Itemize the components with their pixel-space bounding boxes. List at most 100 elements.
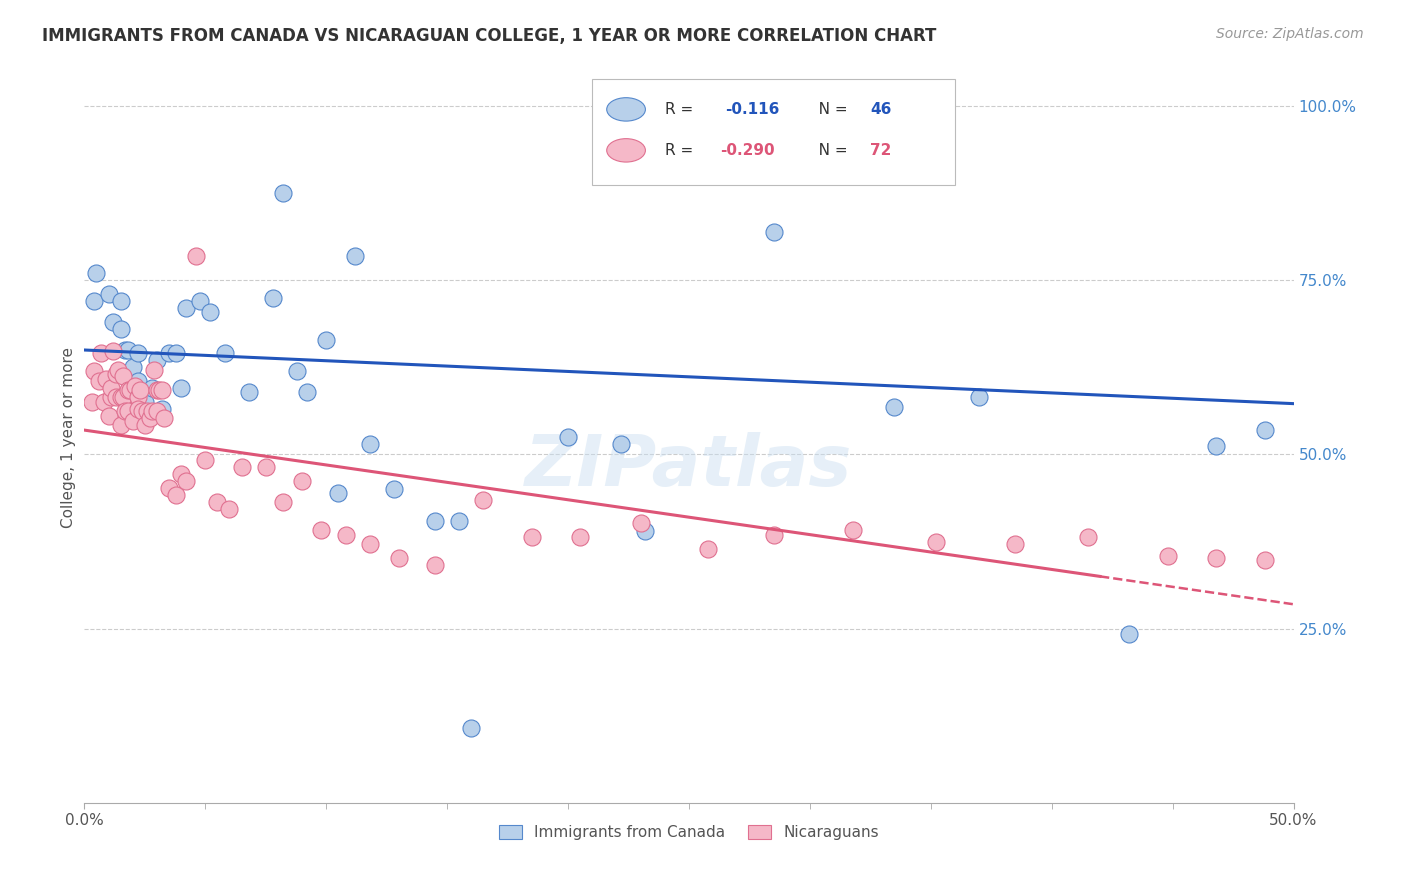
Point [100,381,122,395]
Point [117,343,139,357]
Text: -0.290: -0.290 [720,143,775,158]
Point [141,404,163,418]
Point [174,474,197,488]
Point [218,501,240,516]
Point [100,390,122,404]
Point [634,524,657,538]
Point [103,315,125,329]
Point [110,418,132,433]
Point [127,375,149,389]
Text: 72: 72 [870,143,891,158]
Point [1004,536,1026,550]
Legend: Immigrants from Canada, Nicaraguans: Immigrants from Canada, Nicaraguans [494,819,884,847]
Point [138,411,160,425]
Point [359,437,381,451]
Text: -0.116: -0.116 [725,102,779,117]
Point [315,333,337,347]
Point [198,304,221,318]
Point [103,344,125,359]
Circle shape [607,138,645,162]
Point [842,523,865,537]
Point [1157,549,1180,563]
Point [117,404,139,418]
Point [124,379,146,393]
Circle shape [607,98,645,121]
Point [388,550,411,565]
Text: Source: ZipAtlas.com: Source: ZipAtlas.com [1216,27,1364,41]
Point [170,467,193,481]
Point [291,474,314,488]
Point [97,287,120,301]
Point [762,225,785,239]
Point [90,346,112,360]
Point [148,384,170,398]
Point [121,414,143,428]
Point [104,368,127,382]
Point [207,495,229,509]
Point [967,390,990,404]
Point [146,404,169,418]
Point [174,301,197,316]
Point [295,384,318,399]
Point [110,390,132,404]
Text: N =: N = [804,102,852,117]
Point [131,404,153,418]
Text: IMMIGRANTS FROM CANADA VS NICARAGUAN COLLEGE, 1 YEAR OR MORE CORRELATION CHART: IMMIGRANTS FROM CANADA VS NICARAGUAN COL… [42,27,936,45]
Point [271,186,294,201]
Point [127,390,149,404]
Point [214,346,236,360]
Point [557,430,579,444]
Point [1295,558,1317,573]
Point [271,495,294,509]
Point [311,523,333,537]
Point [80,395,103,409]
Point [762,527,785,541]
Point [1205,550,1227,565]
Point [449,514,471,528]
Point [328,485,350,500]
Point [157,481,180,495]
Point [231,460,253,475]
Text: ZIPatlas: ZIPatlas [526,432,852,500]
Point [1118,627,1140,641]
Point [335,527,357,541]
Point [157,346,180,360]
Point [83,294,105,309]
Point [883,400,905,414]
Point [423,558,446,572]
Point [610,437,633,451]
Point [150,402,173,417]
Point [136,404,159,418]
Point [143,362,166,376]
Point [1330,560,1353,574]
Point [134,418,156,433]
Point [146,353,169,368]
Point [194,453,217,467]
Point [112,369,135,384]
Point [127,346,149,360]
Point [190,294,212,309]
Point [1379,566,1402,580]
Point [150,384,173,398]
FancyBboxPatch shape [592,78,955,185]
Point [121,360,143,375]
Point [104,390,127,404]
Point [682,95,704,110]
Point [630,516,652,530]
Point [129,384,152,398]
Point [94,372,117,386]
Point [359,536,381,550]
Point [107,362,129,376]
Point [146,384,169,398]
Point [112,390,135,404]
Text: 46: 46 [870,102,891,117]
Point [93,395,115,409]
Point [262,291,284,305]
Point [460,721,482,735]
Point [114,404,136,418]
Point [165,488,187,502]
Point [117,384,139,398]
Point [120,384,142,398]
Point [285,364,308,378]
Point [87,375,110,389]
